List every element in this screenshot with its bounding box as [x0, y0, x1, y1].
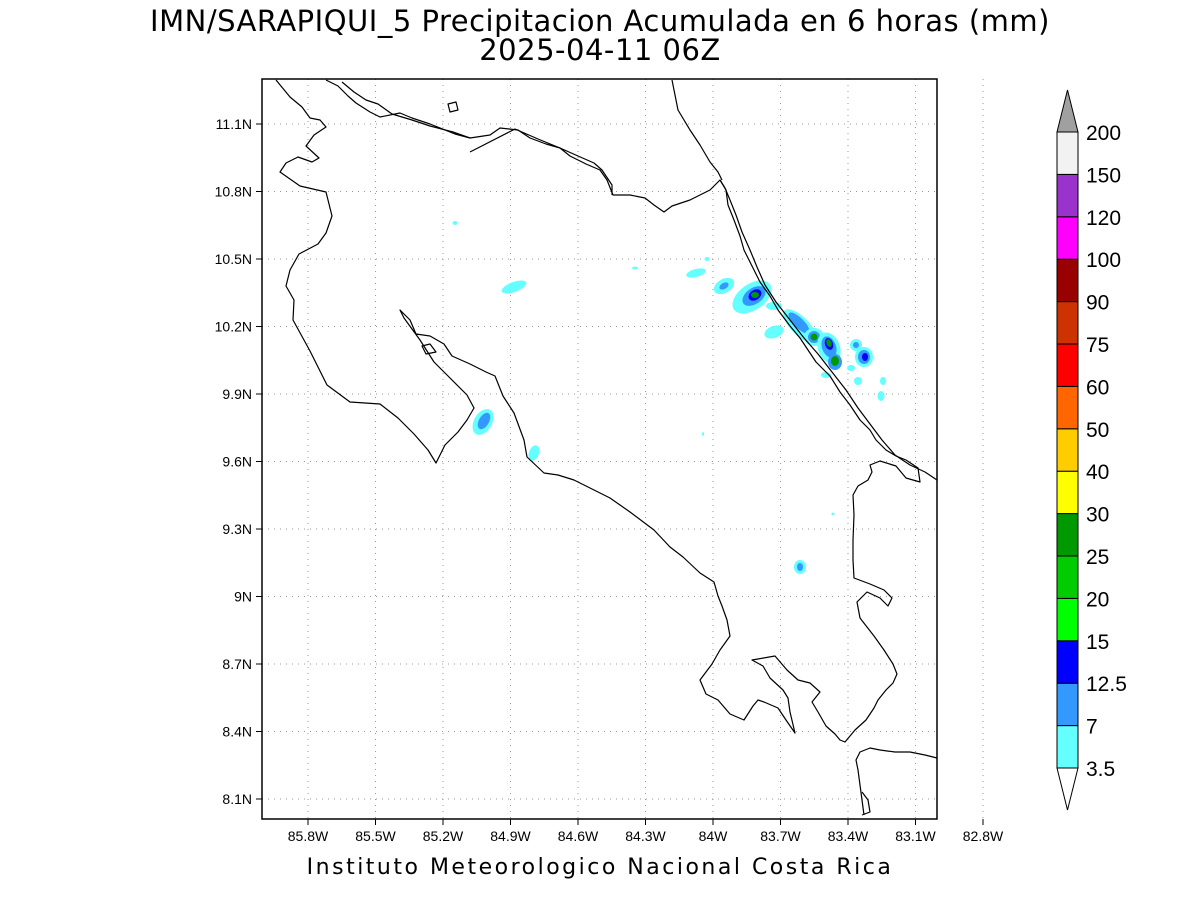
y-tick-label: 8.1N	[222, 791, 252, 807]
map-frame	[261, 78, 938, 820]
grid-lines	[262, 79, 984, 819]
precipitation-areas	[452, 221, 886, 574]
colorbar-swatch	[1056, 555, 1079, 599]
y-tick-label: 8.7N	[222, 656, 252, 672]
colorbar-label: 30	[1086, 504, 1109, 527]
colorbar-swatch	[1056, 258, 1079, 303]
colorbar-label: 20	[1086, 588, 1109, 611]
colorbar-swatch	[1056, 428, 1079, 472]
x-axis-ticks: 85.8W 85.5W 85.2W 84.9W 84.6W 84.3W 84W 83.7W 83…	[288, 819, 1004, 844]
map-date: 2025-04-11 06Z	[479, 33, 721, 67]
x-tick-label: 83.7W	[760, 828, 801, 844]
colorbar-swatch	[1056, 301, 1079, 345]
colorbar-label: 120	[1086, 207, 1121, 230]
colorbar-over-arrow	[1056, 89, 1079, 133]
colorbar-label: 200	[1086, 122, 1121, 145]
y-tick-label: 9N	[234, 589, 252, 605]
colorbar-swatch	[1056, 385, 1079, 430]
map-title: IMN/SARAPIQUI_5 Precipitacion Acumulada …	[150, 4, 1050, 38]
coastlines	[275, 79, 938, 816]
colorbar-swatch	[1056, 725, 1079, 769]
x-tick-label: 83.4W	[828, 828, 869, 844]
x-tick-label: 84.6W	[558, 828, 599, 844]
colorbar-swatch	[1056, 513, 1079, 557]
colorbar-label: 60	[1086, 376, 1109, 399]
colorbar: 3.5 7 12.5 15 20 25 30 40 50 60 75 90 100 120 150 200	[1056, 89, 1127, 811]
y-tick-label: 10.8N	[215, 184, 252, 200]
colorbar-swatch	[1056, 470, 1079, 515]
colorbar-swatch	[1056, 597, 1079, 642]
colorbar-label: 100	[1086, 249, 1121, 272]
x-tick-label: 84W	[699, 828, 729, 844]
y-tick-label: 11.1N	[216, 116, 252, 132]
colorbar-label: 40	[1086, 461, 1109, 484]
colorbar-label: 12.5	[1086, 673, 1127, 696]
colorbar-label: 150	[1086, 164, 1121, 187]
colorbar-label: 50	[1086, 419, 1109, 442]
colorbar-label: 3.5	[1086, 758, 1115, 781]
colorbar-label: 7	[1086, 716, 1098, 739]
colorbar-label: 90	[1086, 292, 1109, 315]
colorbar-swatch	[1056, 640, 1079, 684]
colorbar-swatch	[1056, 173, 1079, 218]
colorbar-swatch	[1056, 216, 1079, 260]
x-tick-label: 82.8W	[963, 828, 1004, 844]
y-tick-label: 9.9N	[222, 386, 252, 402]
y-tick-label: 9.6N	[222, 454, 252, 470]
colorbar-label: 25	[1086, 546, 1109, 569]
y-tick-label: 9.3N	[222, 521, 252, 537]
colorbar-swatch	[1056, 682, 1079, 727]
colorbar-swatch	[1056, 343, 1079, 387]
y-tick-label: 8.4N	[222, 724, 252, 740]
x-tick-label: 85.8W	[288, 828, 329, 844]
x-tick-label: 83.1W	[895, 828, 936, 844]
x-tick-label: 85.2W	[423, 828, 464, 844]
x-tick-label: 85.5W	[355, 828, 396, 844]
colorbar-label: 75	[1086, 334, 1109, 357]
x-tick-label: 84.9W	[490, 828, 531, 844]
colorbar-swatch	[1056, 131, 1079, 175]
y-tick-label: 10.2N	[215, 319, 252, 335]
x-tick-label: 84.3W	[625, 828, 666, 844]
colorbar-label: 15	[1086, 631, 1109, 654]
colorbar-under-arrow	[1056, 767, 1079, 811]
y-axis-ticks: 11.1N 10.8N 10.5N 10.2N 9.9N 9.6N 9.3N 9N 8.7N 8.…	[215, 116, 262, 807]
footer-credit: Instituto Meteorologico Nacional Costa R…	[306, 855, 894, 880]
y-tick-label: 10.5N	[215, 251, 252, 267]
